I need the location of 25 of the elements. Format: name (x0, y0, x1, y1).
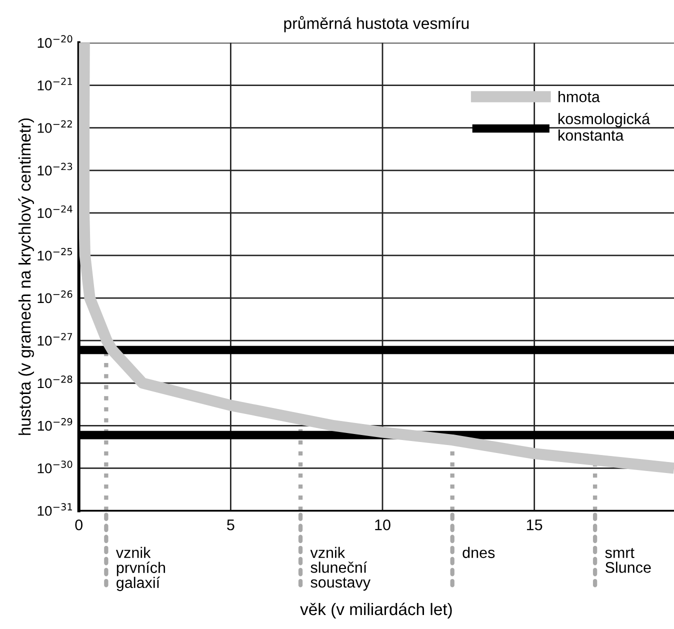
x-tick-label: 15 (526, 520, 542, 530)
y-tick-label: 10$^{−20}$ (38, 35, 72, 48)
x-tick-label: 10 (375, 519, 390, 530)
y-tick-label: 10$^{−28}$ (38, 376, 72, 388)
x-axis-title: věk (v miliardách let) (300, 602, 452, 618)
y-tick-label: 10$^{−22}$ (38, 120, 72, 133)
y-axis-title: hustota (v gramech na krychlový centimetr) (18, 118, 34, 435)
ref-line-label: dnes (462, 546, 495, 558)
ref-line-label: vznik prvních galaxií (116, 546, 166, 592)
y-tick-label: 10$^{−25}$ (38, 248, 72, 261)
y-tick-label: 10$^{−27}$ (38, 332, 72, 346)
y-tick-label: 10$^{−24}$ (38, 205, 72, 218)
y-tick-label: 10$^{−23}$ (38, 162, 72, 176)
y-tick-label: 10$^{−30}$ (38, 460, 72, 474)
x-tick-label: 0 (75, 519, 83, 530)
legend-label: kosmologická konstanta (558, 112, 650, 141)
chart-title: průměrná hustota vesmíru (284, 16, 469, 32)
y-tick-label: 10$^{−21}$ (38, 78, 72, 90)
ref-line-label: vznik sluneční soustavy (310, 546, 370, 591)
y-tick-label: 10$^{−26}$ (38, 290, 72, 304)
x-tick-label: 5 (227, 520, 234, 530)
ref-line-label: smrt Slunce (605, 548, 651, 573)
y-tick-label: 10$^{−31}$ (38, 503, 72, 516)
y-tick-label: 10$^{−29}$ (38, 418, 72, 431)
legend-label: hmota (558, 91, 600, 102)
